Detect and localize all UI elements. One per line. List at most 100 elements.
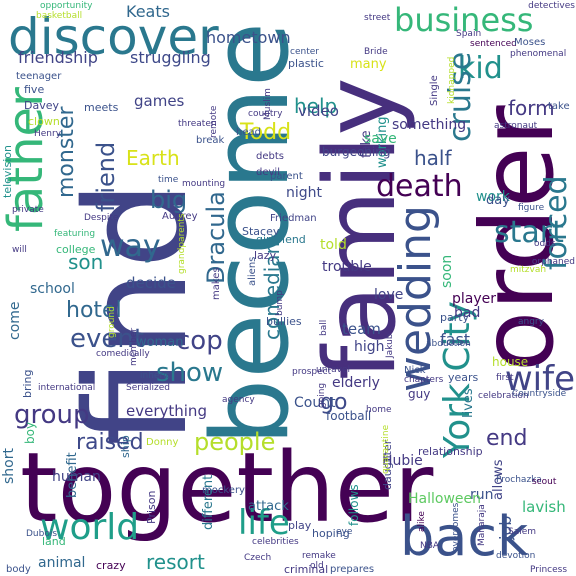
word: land [42,535,66,548]
word: unravel [316,365,350,375]
word: Spain [456,29,482,39]
word: Czech [244,553,272,563]
word: hometown [206,28,291,47]
word: wife [504,359,575,399]
word: bad [454,305,481,321]
word: criminal [284,563,329,576]
word: Dubois [26,529,58,539]
word: run [470,487,494,503]
word: Maharaja [477,504,487,546]
word: struggling [130,48,211,67]
word: ground [107,306,117,338]
word: Keats [126,2,170,21]
word: high [354,339,385,355]
word: Serialized [126,383,170,393]
word: ball [319,319,329,336]
word: start [494,215,564,250]
word: boy [23,421,37,444]
word: elderly [332,375,380,391]
word: chapters [404,375,444,385]
word: Muslim [263,88,273,120]
word: quarantine [381,424,391,474]
word: home [366,405,392,415]
word: end [486,426,528,451]
word: cop [176,326,223,356]
word: group [14,400,90,430]
word: bullies [266,315,302,328]
word: told [320,237,347,253]
word: country [248,109,283,119]
word: life [238,503,290,543]
word: death [376,169,463,204]
word: agency [222,395,255,405]
word: will [12,245,27,255]
word: figure [518,203,545,213]
word: prospect [292,367,332,377]
word: astronaut [494,121,538,131]
word: bump [275,290,285,316]
word: discover [8,8,219,66]
word: Jakub [385,333,395,358]
word: school [30,281,75,297]
word: going [317,382,327,408]
word: NBA [420,541,440,551]
word: orphaned [531,257,575,267]
word: celebration [478,391,529,401]
word: event [70,324,145,354]
word: Audrey [162,211,198,222]
word: take [548,101,570,112]
word: college [56,243,96,256]
word: benefit [65,452,80,498]
word: makes [211,267,222,300]
word: attack [248,499,289,514]
word: hotel [66,298,122,323]
word: devotion [496,551,536,561]
word: kid [458,51,503,86]
word: lavish [522,498,566,516]
word: prepares [330,564,375,575]
word: trouble [322,259,372,275]
word: meets [84,101,119,114]
word: raised [76,430,144,455]
word: sentenced [470,39,517,49]
word: hoping [312,527,350,540]
word: old [310,561,324,571]
word: kidnapped [447,56,457,104]
word: human [52,469,101,485]
word: Single [429,75,440,106]
word: celebrities [252,537,299,547]
word: Despite [84,213,119,223]
word: bring [21,369,34,398]
word: comedically [96,349,150,359]
word: mockery [202,485,245,496]
word: help [294,94,338,118]
word: form [508,96,555,120]
word: burgeoning [322,145,391,159]
word: television [1,145,14,198]
word: scout [532,477,557,487]
word: street [364,13,391,23]
word: international [38,383,96,393]
word: business [394,1,534,39]
word: people [194,428,276,456]
word: friendship [18,48,98,67]
word: debts [256,151,284,162]
word: house [492,355,529,369]
word: Princess [530,565,568,575]
word: Friedman [270,213,317,224]
word: Stacey [242,225,280,238]
word: aliens [247,256,258,286]
word: private [12,205,44,215]
word: work [476,189,510,205]
word: clown [28,115,60,128]
word: player [452,291,497,307]
word: Prochazka [496,475,542,485]
word: day [486,193,510,208]
word: follows [347,484,361,526]
word: inherit [140,371,170,381]
word: Salem [508,527,537,537]
word: Halloween [408,491,482,507]
word: Nick [404,365,426,376]
word: love [374,287,404,303]
word: decide [126,274,176,292]
